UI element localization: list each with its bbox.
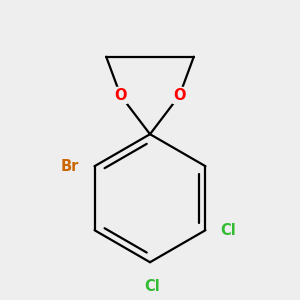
Text: O: O xyxy=(173,88,186,103)
Text: Cl: Cl xyxy=(144,279,160,294)
Text: Br: Br xyxy=(61,159,80,174)
Text: O: O xyxy=(114,88,127,103)
Text: Cl: Cl xyxy=(220,223,236,238)
